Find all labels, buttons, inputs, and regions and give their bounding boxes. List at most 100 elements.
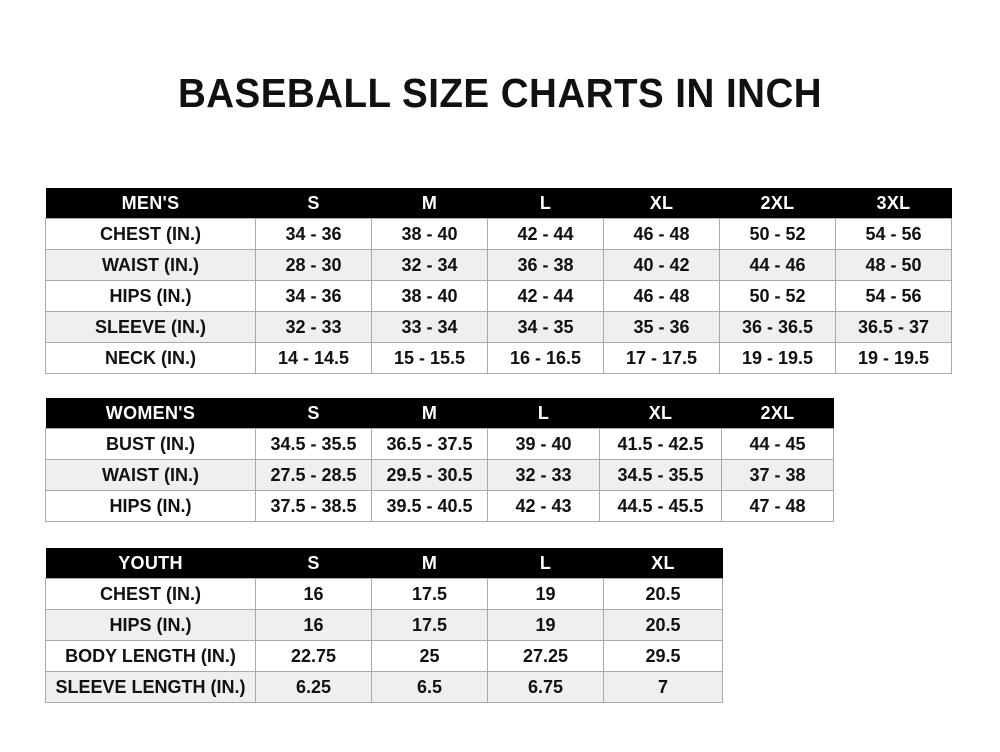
table-cell: 42 - 43 [487,490,600,522]
table-row: HIPS (IN.) 34 - 36 38 - 40 42 - 44 46 - … [45,280,952,312]
table-cell: 46 - 48 [603,280,720,312]
table-cell: 34 - 36 [255,218,372,250]
table-cell: 46 - 48 [603,218,720,250]
youth-header-category: YOUTH [45,548,256,579]
table-cell: 34.5 - 35.5 [255,428,372,460]
youth-header-size-s: S [255,548,372,579]
table-cell: 54 - 56 [835,280,952,312]
table-cell: 6.25 [255,671,372,703]
table-row: SLEEVE LENGTH (IN.) 6.25 6.5 6.75 7 [45,671,723,703]
table-cell: 48 - 50 [835,249,952,281]
table-cell: 6.5 [371,671,488,703]
youth-table-header: YOUTH S M L XL [45,548,723,579]
table-row: HIPS (IN.) 16 17.5 19 20.5 [45,609,723,641]
womens-header-row: WOMEN'S S M L XL 2XL [45,398,834,429]
table-cell: 7 [603,671,723,703]
row-label: CHEST (IN.) [45,578,256,610]
row-label: HIPS (IN.) [45,280,256,312]
table-cell: 19 - 19.5 [835,342,952,374]
table-cell: 35 - 36 [603,311,720,343]
table-row: WAIST (IN.) 27.5 - 28.5 29.5 - 30.5 32 -… [45,459,834,491]
mens-table-body: CHEST (IN.) 34 - 36 38 - 40 42 - 44 46 -… [45,218,952,374]
table-cell: 27.25 [487,640,604,672]
table-cell: 17.5 [371,578,488,610]
mens-header-size-s: S [255,188,372,219]
table-cell: 6.75 [487,671,604,703]
table-cell: 19 [487,609,604,641]
table-cell: 34.5 - 35.5 [599,459,722,491]
table-cell: 44 - 45 [721,428,834,460]
table-cell: 16 - 16.5 [487,342,604,374]
womens-table-header: WOMEN'S S M L XL 2XL [45,398,834,429]
youth-header-size-xl: XL [603,548,723,579]
table-row: BODY LENGTH (IN.) 22.75 25 27.25 29.5 [45,640,723,672]
table-cell: 39.5 - 40.5 [371,490,488,522]
womens-header-size-s: S [255,398,372,429]
table-cell: 16 [255,609,372,641]
table-cell: 34 - 35 [487,311,604,343]
table-cell: 36.5 - 37.5 [371,428,488,460]
youth-header-size-m: M [371,548,488,579]
table-cell: 37 - 38 [721,459,834,491]
table-cell: 32 - 33 [487,459,600,491]
row-label: WAIST (IN.) [45,459,256,491]
table-row: CHEST (IN.) 16 17.5 19 20.5 [45,578,723,610]
mens-header-size-xl: XL [603,188,720,219]
mens-header-category: MEN'S [45,188,256,219]
mens-header-size-l: L [487,188,604,219]
table-cell: 27.5 - 28.5 [255,459,372,491]
table-cell: 36.5 - 37 [835,311,952,343]
table-cell: 20.5 [603,578,723,610]
mens-header-row: MEN'S S M L XL 2XL 3XL [45,188,952,219]
table-cell: 50 - 52 [719,218,836,250]
womens-size-table: WOMEN'S S M L XL 2XL BUST (IN.) 34.5 - 3… [45,398,834,522]
table-cell: 42 - 44 [487,218,604,250]
womens-header-size-m: M [371,398,488,429]
table-cell: 20.5 [603,609,723,641]
page-title: BASEBALL SIZE CHARTS IN INCH [177,70,823,116]
table-cell: 17.5 [371,609,488,641]
row-label: SLEEVE (IN.) [45,311,256,343]
womens-header-size-2xl: 2XL [721,398,834,429]
row-label: HIPS (IN.) [45,609,256,641]
table-row: HIPS (IN.) 37.5 - 38.5 39.5 - 40.5 42 - … [45,490,834,522]
table-cell: 17 - 17.5 [603,342,720,374]
youth-header-size-l: L [487,548,604,579]
table-cell: 38 - 40 [371,218,488,250]
womens-table-body: BUST (IN.) 34.5 - 35.5 36.5 - 37.5 39 - … [45,428,834,522]
table-cell: 19 [487,578,604,610]
youth-table-body: CHEST (IN.) 16 17.5 19 20.5 HIPS (IN.) 1… [45,578,723,703]
row-label: WAIST (IN.) [45,249,256,281]
mens-header-size-3xl: 3XL [835,188,952,219]
row-label: NECK (IN.) [45,342,256,374]
table-cell: 34 - 36 [255,280,372,312]
table-cell: 14 - 14.5 [255,342,372,374]
table-cell: 29.5 [603,640,723,672]
table-cell: 16 [255,578,372,610]
mens-header-size-m: M [371,188,488,219]
mens-size-table: MEN'S S M L XL 2XL 3XL CHEST (IN.) 34 - … [45,188,952,374]
table-cell: 28 - 30 [255,249,372,281]
womens-header-size-l: L [487,398,600,429]
youth-size-table: YOUTH S M L XL CHEST (IN.) 16 17.5 19 20… [45,548,723,703]
table-row: BUST (IN.) 34.5 - 35.5 36.5 - 37.5 39 - … [45,428,834,460]
table-cell: 47 - 48 [721,490,834,522]
mens-table-header: MEN'S S M L XL 2XL 3XL [45,188,952,219]
row-label: BODY LENGTH (IN.) [45,640,256,672]
table-cell: 54 - 56 [835,218,952,250]
table-cell: 37.5 - 38.5 [255,490,372,522]
table-row: NECK (IN.) 14 - 14.5 15 - 15.5 16 - 16.5… [45,342,952,374]
table-cell: 39 - 40 [487,428,600,460]
row-label: CHEST (IN.) [45,218,256,250]
table-row: SLEEVE (IN.) 32 - 33 33 - 34 34 - 35 35 … [45,311,952,343]
table-cell: 44.5 - 45.5 [599,490,722,522]
womens-header-size-xl: XL [599,398,722,429]
table-cell: 32 - 34 [371,249,488,281]
table-cell: 32 - 33 [255,311,372,343]
womens-header-category: WOMEN'S [45,398,256,429]
table-cell: 40 - 42 [603,249,720,281]
table-cell: 44 - 46 [719,249,836,281]
row-label: BUST (IN.) [45,428,256,460]
table-row: CHEST (IN.) 34 - 36 38 - 40 42 - 44 46 -… [45,218,952,250]
